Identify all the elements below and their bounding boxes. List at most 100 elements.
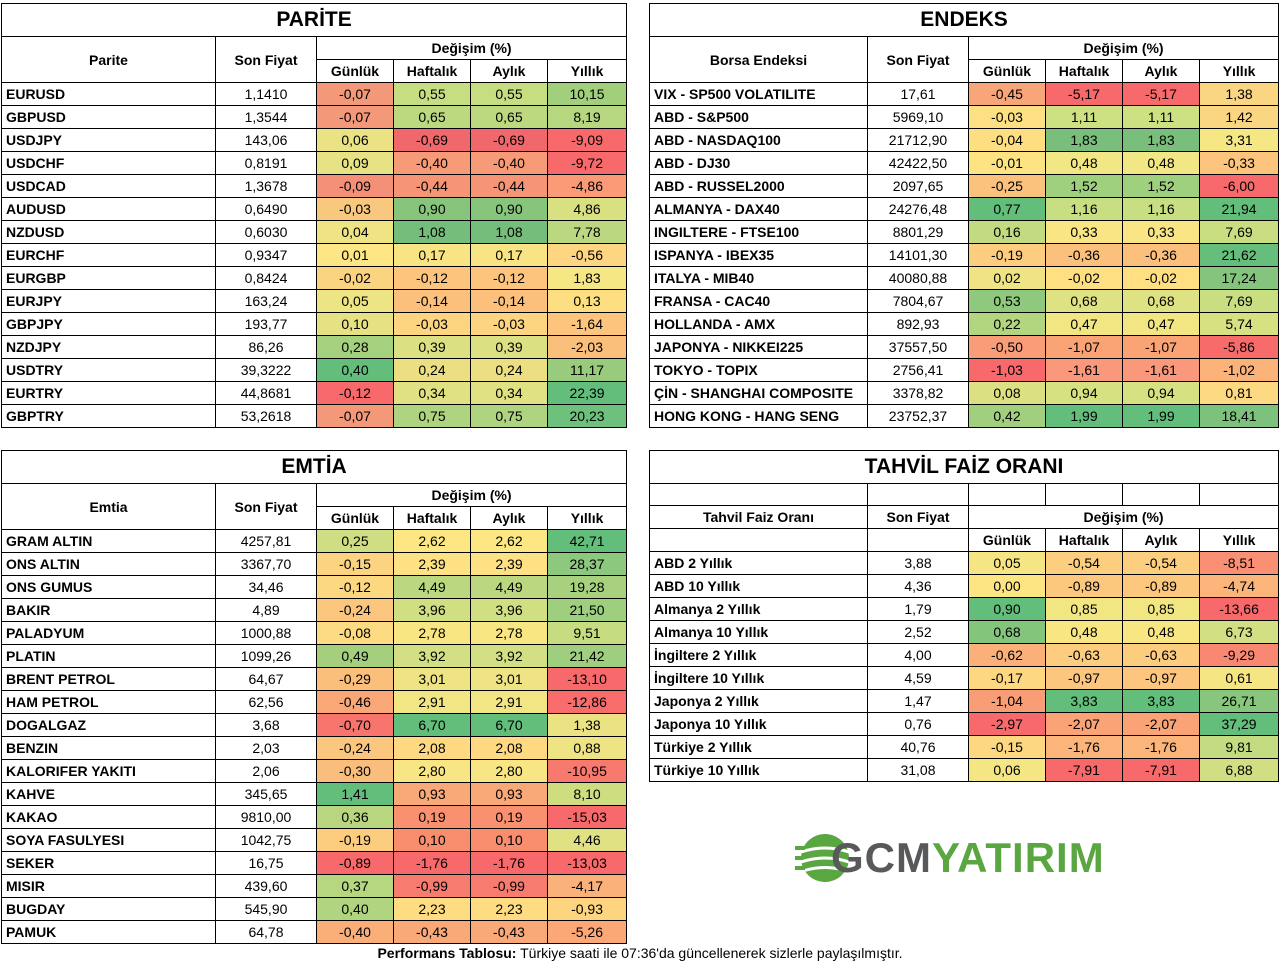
row-change-daily: -0,03 xyxy=(316,197,394,221)
row-change-daily: 0,77 xyxy=(968,197,1046,221)
column-header-price: Son Fiyat xyxy=(867,36,969,83)
row-name: BRENT PETROL xyxy=(1,667,216,691)
row-change-yearly: -5,86 xyxy=(1198,335,1280,359)
empty-cell xyxy=(968,483,1046,506)
table-row: EURJPY 163,24 0,05 -0,14 -0,14 0,13 xyxy=(1,289,628,313)
row-change-monthly: 3,01 xyxy=(470,667,548,691)
row-change-weekly: 1,16 xyxy=(1045,197,1123,221)
row-change-daily: 0,68 xyxy=(968,620,1046,644)
table-row: JAPONYA - NIKKEI225 37557,50 -0,50 -1,07 -1,… xyxy=(649,335,1280,359)
table-row: EURTRY 44,8681 -0,12 0,34 0,34 22,39 xyxy=(1,381,628,405)
row-change-weekly: -5,17 xyxy=(1045,82,1123,106)
row-change-daily: 0,40 xyxy=(316,897,394,921)
row-change-weekly: 0,10 xyxy=(393,828,471,852)
row-change-daily: 0,01 xyxy=(316,243,394,267)
row-change-daily: 0,10 xyxy=(316,312,394,336)
row-change-yearly: 1,83 xyxy=(546,266,628,290)
row-price: 1,47 xyxy=(867,689,969,713)
row-name: PALADYUM xyxy=(1,621,216,645)
row-change-yearly: -13,03 xyxy=(546,851,628,875)
row-name: BUGDAY xyxy=(1,897,216,921)
row-change-daily: -0,25 xyxy=(968,174,1046,198)
row-change-yearly: 21,50 xyxy=(546,598,628,622)
row-change-weekly: -0,44 xyxy=(393,174,471,198)
row-change-weekly: -0,03 xyxy=(393,312,471,336)
row-name: USDTRY xyxy=(1,358,216,382)
row-change-yearly: 8,19 xyxy=(546,105,628,129)
row-name: ABD - NASDAQ100 xyxy=(649,128,868,152)
row-change-weekly: 0,85 xyxy=(1045,597,1123,621)
logo-text-yatirim: YATIRIM xyxy=(932,834,1105,881)
row-change-monthly: 2,08 xyxy=(470,736,548,760)
table-row: Türkiye 10 Yıllık 31,08 0,06 -7,91 -7,91 6,88 xyxy=(649,758,1280,782)
row-change-yearly: -4,17 xyxy=(546,874,628,898)
row-change-weekly: 3,96 xyxy=(393,598,471,622)
row-change-yearly: -9,29 xyxy=(1198,643,1280,667)
row-change-daily: -0,45 xyxy=(968,82,1046,106)
row-change-daily: 0,36 xyxy=(316,805,394,829)
row-change-monthly: -0,43 xyxy=(470,920,548,944)
row-change-yearly: -0,93 xyxy=(546,897,628,921)
table-title: ENDEKS xyxy=(648,3,1280,37)
row-change-yearly: -13,66 xyxy=(1198,597,1280,621)
table-row: ABD - DJ30 42422,50 -0,01 0,48 0,48 -0,33 xyxy=(649,151,1280,175)
row-change-daily: 0,22 xyxy=(968,312,1046,336)
row-change-daily: 0,25 xyxy=(316,529,394,553)
column-header-period: Yıllık xyxy=(546,506,628,530)
row-change-monthly: -7,91 xyxy=(1122,758,1200,782)
row-change-weekly: 1,08 xyxy=(393,220,471,244)
row-change-weekly: 3,01 xyxy=(393,667,471,691)
row-change-yearly: 0,13 xyxy=(546,289,628,313)
row-change-weekly: -7,91 xyxy=(1045,758,1123,782)
row-price: 31,08 xyxy=(867,758,969,782)
table-row: TOKYO - TOPIX 2756,41 -1,03 -1,61 -1,61 -1,02 xyxy=(649,358,1280,382)
row-price: 3,68 xyxy=(215,713,317,737)
row-change-monthly: -1,76 xyxy=(1122,735,1200,759)
row-change-monthly: 2,39 xyxy=(470,552,548,576)
row-change-yearly: -4,74 xyxy=(1198,574,1280,598)
empty-cell xyxy=(1198,483,1280,506)
row-price: 17,61 xyxy=(867,82,969,106)
row-change-weekly: -0,40 xyxy=(393,151,471,175)
row-name: USDJPY xyxy=(1,128,216,152)
column-header-period: Haftalık xyxy=(393,506,471,530)
row-price: 1,1410 xyxy=(215,82,317,106)
row-name: TOKYO - TOPIX xyxy=(649,358,868,382)
row-change-monthly: 2,23 xyxy=(470,897,548,921)
row-change-yearly: -0,33 xyxy=(1198,151,1280,175)
row-price: 892,93 xyxy=(867,312,969,336)
table-row: Japonya 10 Yıllık 0,76 -2,97 -2,07 -2,07 37,2… xyxy=(649,712,1280,736)
table-row: ABD - RUSSEL2000 2097,65 -0,25 1,52 1,52 -6,0… xyxy=(649,174,1280,198)
table-row: HAM PETROL 62,56 -0,46 2,91 2,91 -12,86 xyxy=(1,690,628,714)
row-price: 5969,10 xyxy=(867,105,969,129)
row-change-monthly: 6,70 xyxy=(470,713,548,737)
row-price: 64,78 xyxy=(215,920,317,944)
row-price: 4257,81 xyxy=(215,529,317,553)
row-change-weekly: -1,76 xyxy=(1045,735,1123,759)
row-change-daily: -0,29 xyxy=(316,667,394,691)
row-change-monthly: 1,11 xyxy=(1122,105,1200,129)
row-price: 3378,82 xyxy=(867,381,969,405)
row-change-weekly: 0,55 xyxy=(393,82,471,106)
row-change-yearly: 10,15 xyxy=(546,82,628,106)
column-header-change: Değişim (%) xyxy=(967,505,1280,529)
row-name: ISPANYA - IBEX35 xyxy=(649,243,868,267)
table-row: NZDUSD 0,6030 0,04 1,08 1,08 7,78 xyxy=(1,220,628,244)
row-change-weekly: -0,89 xyxy=(1045,574,1123,598)
row-name: NZDUSD xyxy=(1,220,216,244)
row-name: ÇİN - SHANGHAI COMPOSITE xyxy=(649,381,868,405)
row-price: 2,52 xyxy=(867,620,969,644)
row-change-monthly: 0,19 xyxy=(470,805,548,829)
row-change-weekly: 0,33 xyxy=(1045,220,1123,244)
row-change-yearly: 28,37 xyxy=(546,552,628,576)
row-price: 163,24 xyxy=(215,289,317,313)
row-change-monthly: -1,61 xyxy=(1122,358,1200,382)
table-title: PARİTE xyxy=(0,3,628,37)
row-change-daily: 0,04 xyxy=(316,220,394,244)
row-change-monthly: -0,40 xyxy=(470,151,548,175)
row-change-monthly: 2,78 xyxy=(470,621,548,645)
row-change-daily: 0,16 xyxy=(968,220,1046,244)
row-change-weekly: 0,93 xyxy=(393,782,471,806)
row-name: ABD - S&P500 xyxy=(649,105,868,129)
table-row: ISPANYA - IBEX35 14101,30 -0,19 -0,36 -0,36 2… xyxy=(649,243,1280,267)
